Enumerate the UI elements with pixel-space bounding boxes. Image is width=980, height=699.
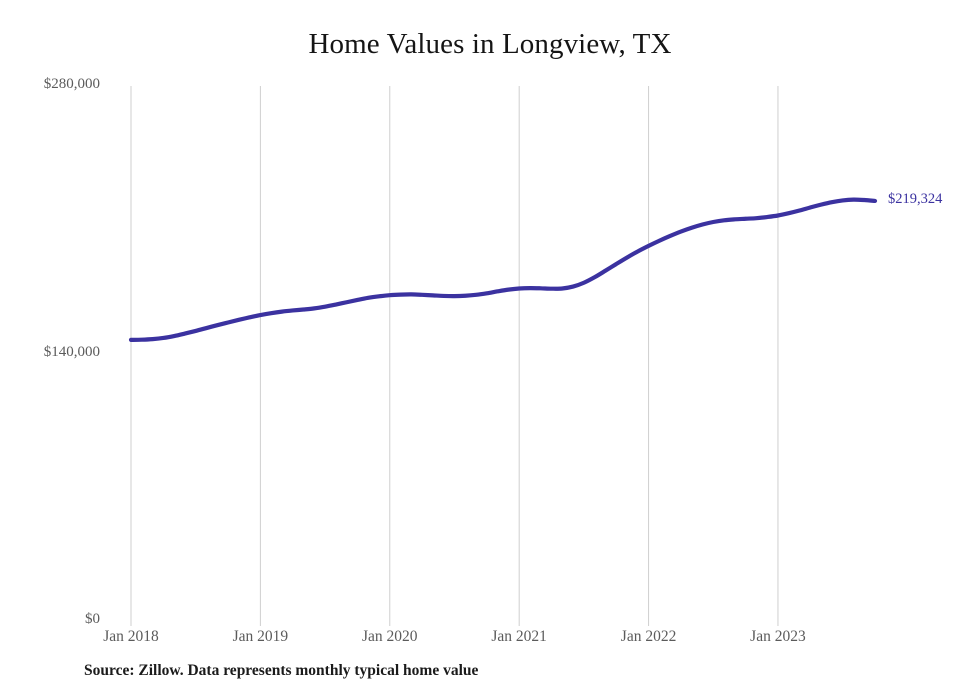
y-axis-label-2: $0 xyxy=(85,611,100,627)
y-axis-label-1: $140,000 xyxy=(43,343,100,360)
x-axis-label-2022-01: Jan 2022 xyxy=(620,628,677,645)
source-note: Source: Zillow. Data represents monthly … xyxy=(84,662,479,679)
y-axis-label-0: $280,000 xyxy=(43,76,100,92)
x-axis-label-2018-01: Jan 2018 xyxy=(103,628,159,645)
vertical-gridlines xyxy=(130,86,779,620)
x-axis-label-2021-01: Jan 2021 xyxy=(491,628,547,645)
home-value-line xyxy=(128,197,878,342)
x-axis-tick-marks xyxy=(130,620,779,626)
x-axis-label-2020-01: Jan 2020 xyxy=(362,628,418,645)
end-value-annotation: $219,324 xyxy=(888,190,943,207)
chart-title: Home Values in Longview, TX xyxy=(308,28,672,60)
x-axis-label-2019-01: Jan 2019 xyxy=(232,628,289,645)
x-axis-label-2023-01: Jan 2023 xyxy=(750,628,806,645)
